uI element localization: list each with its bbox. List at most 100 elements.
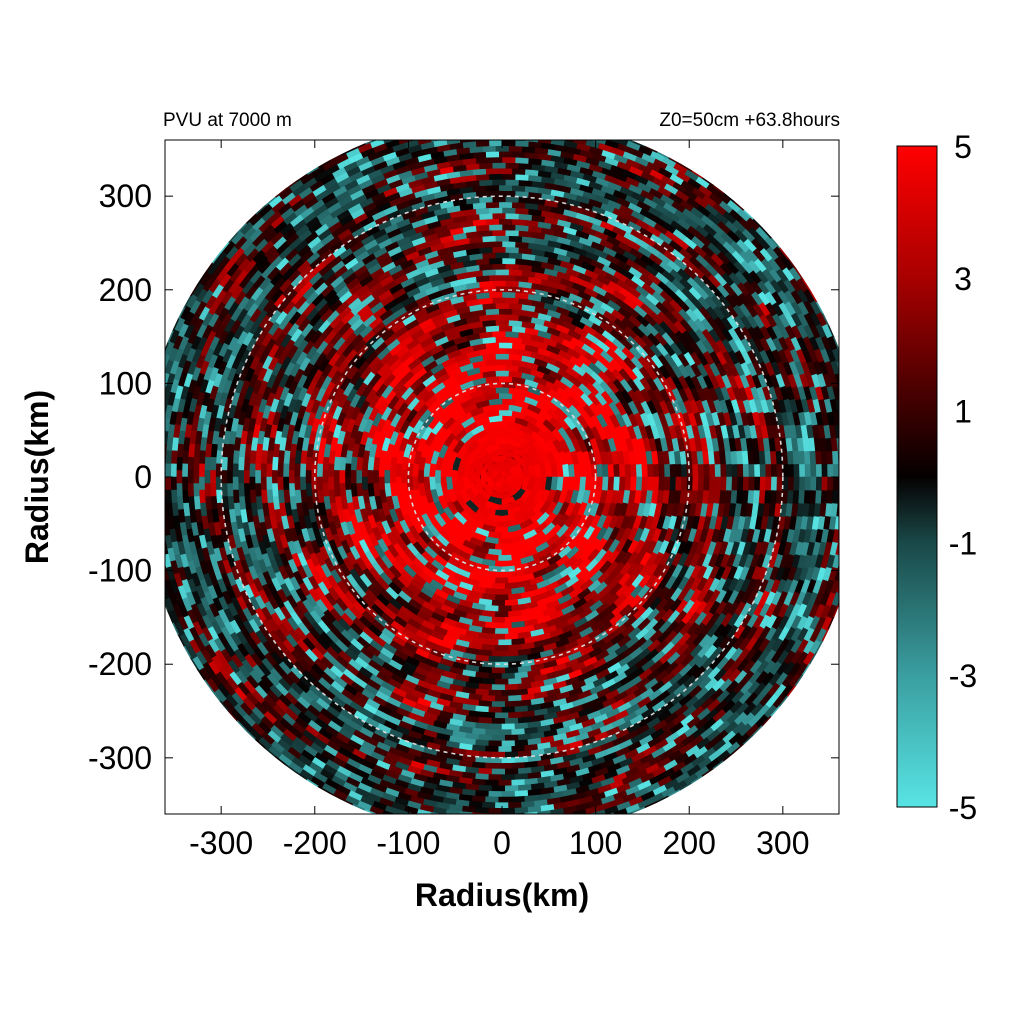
field-cell (494, 285, 510, 293)
field-cell (165, 496, 167, 510)
field-cell (498, 605, 513, 613)
field-cell (498, 341, 513, 349)
field-cell (494, 353, 510, 360)
field-cell (494, 695, 510, 702)
field-cell (478, 162, 493, 170)
field-cell (505, 178, 519, 186)
field-cell (485, 745, 500, 753)
field-cell (675, 476, 683, 491)
field-cell (754, 463, 761, 478)
field-cell (491, 667, 506, 674)
field-cell (804, 476, 812, 491)
field-cell (488, 740, 503, 747)
field-cell (709, 476, 716, 491)
field-cell (664, 463, 671, 478)
field-cell (680, 463, 688, 478)
field-cell (494, 438, 510, 445)
field-cell (494, 336, 510, 343)
field-cell (686, 463, 694, 478)
field-cell (494, 269, 510, 276)
field-cell (731, 463, 739, 478)
field-cell (505, 785, 519, 792)
field-cell (504, 700, 519, 708)
field-cell (498, 813, 513, 814)
field-cell (494, 712, 510, 719)
field-cell (815, 476, 823, 491)
field-cell (488, 291, 503, 299)
field-cell (434, 469, 441, 485)
field-cell (494, 543, 510, 550)
plot-area (165, 140, 839, 814)
field-cell (498, 218, 513, 225)
field-cell (827, 476, 834, 491)
field-cell (641, 463, 649, 478)
field-cell (787, 476, 795, 491)
field-cell (491, 616, 506, 624)
field-cell (607, 463, 615, 478)
field-cell (714, 476, 722, 491)
field-cell (488, 723, 503, 731)
field-cell (481, 801, 496, 809)
field-cell (237, 456, 245, 471)
field-cell (451, 469, 458, 485)
field-cell (501, 689, 516, 697)
field-cell (491, 785, 506, 792)
field-cell (601, 476, 610, 491)
field-cell (361, 463, 369, 478)
field-cell (725, 476, 733, 491)
field-cell (804, 463, 812, 478)
field-cell (478, 767, 493, 775)
field-cell (494, 302, 510, 309)
field-cell (508, 235, 523, 243)
field-cell (647, 463, 654, 478)
field-cell (821, 463, 829, 478)
field-cell (508, 145, 523, 153)
field-cell (742, 476, 750, 491)
field-cell (491, 178, 506, 186)
field-cell (652, 463, 660, 478)
field-cell (494, 235, 510, 242)
field-cell (494, 319, 510, 326)
field-cell (488, 706, 503, 714)
field-cell (491, 768, 506, 776)
field-cell (488, 790, 503, 798)
field-cell (697, 476, 705, 491)
field-cell (299, 476, 307, 491)
field-cell (480, 468, 487, 486)
field-cell (187, 456, 195, 471)
field-cell (504, 229, 519, 237)
field-cell (491, 582, 506, 590)
field-cell (170, 476, 177, 491)
field-cell (243, 483, 251, 498)
field-cell (692, 476, 699, 491)
field-cell (504, 717, 519, 725)
field-cell (254, 456, 262, 471)
field-cell (669, 476, 677, 491)
field-cell (630, 476, 638, 491)
field-cell (491, 701, 506, 708)
field-cell (237, 483, 245, 498)
field-cell (485, 762, 500, 770)
field-cell (669, 463, 677, 478)
field-cell (494, 594, 510, 601)
field-cell (501, 156, 516, 164)
field-cell (501, 257, 516, 265)
field-cell (198, 476, 205, 491)
field-cell (198, 463, 205, 478)
field-cell (344, 476, 352, 491)
field-cell (494, 404, 510, 411)
field-cell (488, 655, 503, 663)
field-cell (488, 672, 503, 680)
field-cell (505, 768, 519, 776)
field-cell (491, 212, 506, 220)
field-cell (504, 734, 519, 742)
field-cell (748, 476, 756, 491)
field-cell (832, 476, 839, 491)
field-cell (485, 201, 500, 209)
field-cell (491, 633, 506, 641)
field-cell (209, 470, 216, 484)
field-cell (501, 790, 516, 798)
field-cell (478, 784, 493, 792)
field-cell (181, 476, 189, 491)
field-cell (494, 370, 510, 377)
